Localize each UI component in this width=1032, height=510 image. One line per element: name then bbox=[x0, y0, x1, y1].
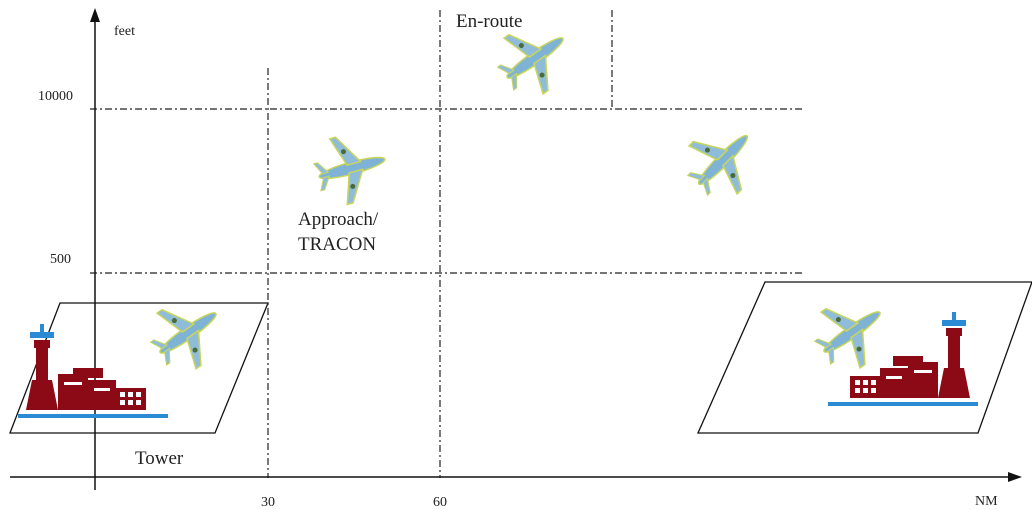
x-axis-label: NM bbox=[975, 494, 998, 509]
region-label: Approach/ bbox=[298, 209, 379, 230]
region-label: Tower bbox=[135, 448, 184, 469]
tower-icon bbox=[18, 324, 168, 418]
tower-area bbox=[9, 302, 269, 434]
region-label: TRACON bbox=[298, 234, 376, 255]
x-tick-label: 60 bbox=[433, 495, 447, 510]
airplane-icon bbox=[812, 292, 892, 372]
tower-area bbox=[697, 281, 1032, 434]
airplane-icon bbox=[671, 112, 775, 208]
y-tick-label: 10000 bbox=[38, 89, 73, 104]
arrowhead bbox=[1008, 472, 1022, 482]
airplane-icon bbox=[148, 293, 228, 373]
y-axis-label: feet bbox=[114, 24, 135, 39]
x-tick-label: 30 bbox=[261, 495, 275, 510]
y-tick-label: 500 bbox=[50, 252, 71, 267]
region-label: En-route bbox=[456, 11, 522, 32]
arrowhead bbox=[90, 8, 100, 22]
